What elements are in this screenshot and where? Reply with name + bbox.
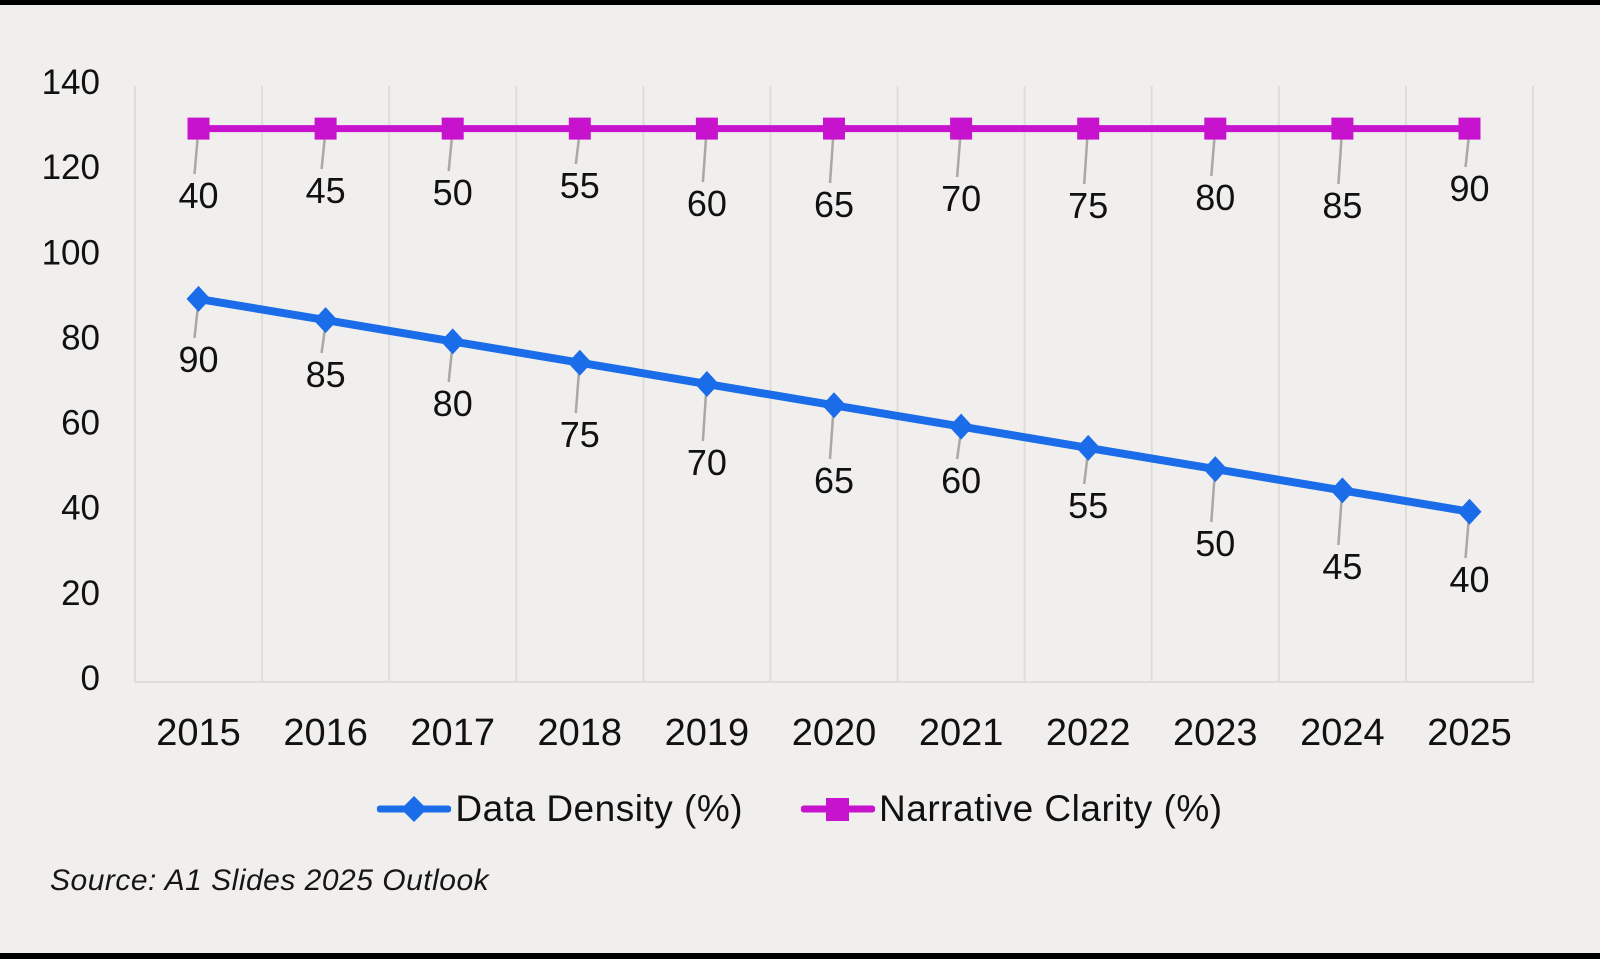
diamond-marker-icon [567,349,592,376]
legend-item-data-density: Data Density (%) [377,788,743,830]
data-label-leader-line [955,437,962,460]
y-tick-label: 140 [42,63,100,102]
diamond-marker-icon [694,371,719,397]
data-label-leader-line [1337,501,1343,546]
x-tick-label: 2021 [919,712,1004,754]
legend-diamond-marker-icon [377,790,452,828]
data-label: 45 [306,170,346,211]
x-tick-label: 2020 [792,712,877,754]
diamond-marker-icon [1457,498,1482,525]
data-label-leader-line [1337,139,1343,185]
diamond-marker-icon [1203,456,1228,483]
legend-square-marker-icon [801,790,876,828]
x-tick-label: 2017 [410,712,495,754]
data-label-leader-line [828,416,835,460]
data-label: 55 [560,165,600,206]
data-label-leader-line [574,139,581,165]
data-label: 70 [687,442,727,483]
square-marker-icon [1077,117,1100,140]
x-tick-label: 2015 [156,712,241,754]
data-label: 50 [1195,523,1235,564]
data-label: 65 [814,184,854,225]
data-label: 70 [941,178,981,219]
y-tick-label: 80 [61,318,100,357]
y-tick-label: 20 [61,574,100,613]
data-label: 75 [1068,185,1108,226]
y-tick-label: 0 [81,659,100,698]
data-label: 60 [941,460,981,501]
data-label: 90 [178,339,218,380]
diamond-marker-icon [1330,477,1355,504]
data-label-leader-line [1210,139,1216,177]
data-label: 85 [306,354,346,395]
top-frame-bar [0,0,1600,5]
data-label: 65 [814,460,854,501]
diamond-marker-icon [822,392,846,419]
y-tick-label: 120 [42,148,100,187]
data-label-leader-line [447,139,453,172]
data-label-leader-line [1464,522,1470,559]
data-label-leader-line [701,394,708,442]
x-tick-label: 2022 [1046,712,1131,754]
data-label: 40 [178,175,218,216]
legend-item-narrative-clarity: Narrative Clarity (%) [801,788,1223,830]
legend-label-narrative-clarity: Narrative Clarity (%) [879,788,1223,829]
y-tick-label: 60 [61,404,100,443]
square-marker-icon [1331,117,1354,140]
square-marker-icon [695,117,718,140]
data-label: 80 [1195,177,1235,218]
diamond-marker-icon [949,413,974,440]
y-tick-label: 40 [61,489,100,528]
data-label-leader-line [193,139,199,175]
legend-label-data-density: Data Density (%) [455,788,744,829]
square-marker-icon [823,117,845,140]
x-tick-label: 2018 [538,712,623,754]
x-tick-label: 2023 [1173,712,1258,754]
diamond-marker-icon [186,285,211,312]
x-tick-label: 2019 [665,712,750,754]
data-label-leader-line [193,309,199,339]
data-label-leader-line [320,139,326,170]
source-note: Source: A1 Slides 2025 Outlook [50,864,490,897]
data-label: 45 [1322,546,1362,587]
diamond-marker-icon [440,328,465,355]
y-tick-label: 100 [42,233,100,272]
data-label-leader-line [955,139,962,178]
diamond-marker-icon [1076,434,1101,461]
square-marker-icon [950,117,973,140]
data-label: 75 [560,414,600,455]
x-tick-label: 2025 [1427,712,1512,754]
diamond-marker-icon [313,307,338,334]
data-label: 60 [687,183,727,224]
data-label-leader-line [701,139,708,183]
data-label-leader-line [320,330,326,354]
data-label: 55 [1068,485,1108,526]
square-marker-icon [441,117,464,140]
square-marker-icon [568,117,591,140]
data-label-leader-line [828,139,835,184]
chart-legend: Data Density (%) Narrative Clarity (%) [0,788,1600,830]
square-marker-icon [314,117,337,140]
x-tick-label: 2016 [283,712,368,754]
data-label: 50 [433,172,473,213]
data-label: 80 [433,383,473,424]
data-label-leader-line [1464,139,1470,168]
data-label-leader-line [1210,480,1216,523]
square-marker-icon [1458,117,1481,140]
data-label-leader-line [1082,139,1089,185]
data-label: 40 [1449,559,1489,600]
x-tick-label: 2024 [1300,712,1385,754]
data-label-leader-line [1082,458,1089,485]
data-label: 90 [1449,168,1489,209]
square-marker-icon [1204,117,1227,140]
data-label-leader-line [447,352,453,383]
data-label-leader-line [574,373,581,414]
data-label: 85 [1322,185,1362,226]
bottom-frame-bar [0,953,1600,959]
square-marker-icon [187,117,210,140]
